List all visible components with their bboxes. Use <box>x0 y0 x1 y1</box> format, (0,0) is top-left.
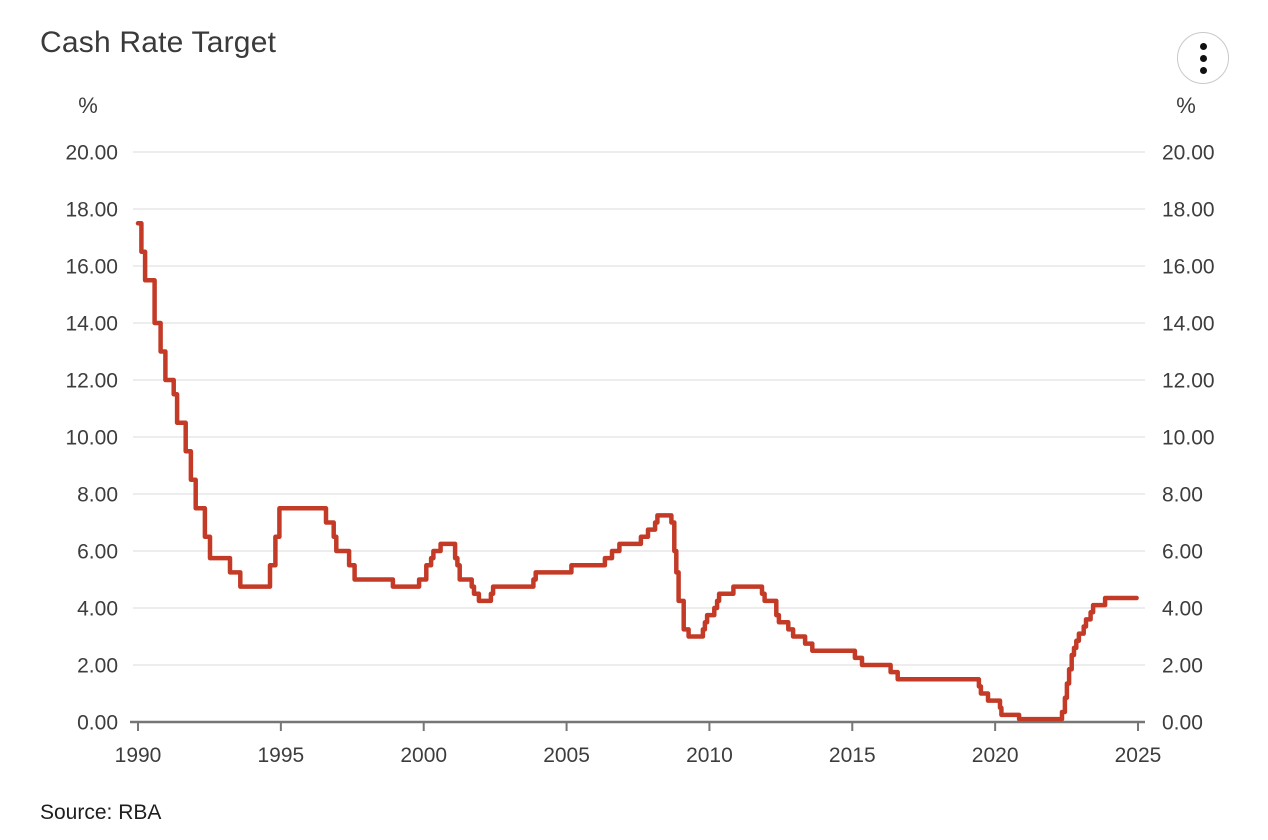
y-axis-unit-left: % <box>78 93 98 118</box>
y-tick-label-left: 8.00 <box>77 484 118 507</box>
y-tick-label-right: 0.00 <box>1162 712 1203 735</box>
y-tick-label-right: 16.00 <box>1162 256 1215 279</box>
y-tick-label-right: 8.00 <box>1162 484 1203 507</box>
y-tick-label-right: 12.00 <box>1162 370 1215 393</box>
y-tick-label-left: 4.00 <box>77 598 118 621</box>
y-tick-label-left: 0.00 <box>77 712 118 735</box>
y-tick-label-right: 18.00 <box>1162 199 1215 222</box>
x-tick-label: 2010 <box>686 744 733 767</box>
x-tick-label: 1990 <box>115 744 162 767</box>
y-tick-label-left: 20.00 <box>65 142 118 165</box>
source-note: Source: RBA <box>40 801 162 824</box>
chart-options-button[interactable] <box>1177 32 1229 84</box>
kebab-dot <box>1199 66 1207 74</box>
cash-rate-line <box>135 221 1139 722</box>
x-tick-label: 2005 <box>543 744 590 767</box>
y-tick-label-right: 10.00 <box>1162 427 1215 450</box>
y-tick-label-left: 18.00 <box>65 199 118 222</box>
x-tick-label: 2020 <box>972 744 1019 767</box>
y-tick-label-left: 2.00 <box>77 655 118 678</box>
x-tick-label: 1995 <box>257 744 304 767</box>
y-tick-label-right: 20.00 <box>1162 142 1215 165</box>
y-tick-label-right: 4.00 <box>1162 598 1203 621</box>
y-tick-label-right: 14.00 <box>1162 313 1215 336</box>
y-axis-unit-right: % <box>1176 93 1196 118</box>
y-tick-label-left: 12.00 <box>65 370 118 393</box>
kebab-menu-icon <box>1199 42 1207 74</box>
x-tick-label: 2025 <box>1115 744 1162 767</box>
x-tick-label: 2015 <box>829 744 876 767</box>
kebab-dot <box>1199 42 1207 50</box>
y-tick-label-left: 6.00 <box>77 541 118 564</box>
y-tick-label-right: 2.00 <box>1162 655 1203 678</box>
x-tick-label: 2000 <box>400 744 447 767</box>
y-tick-label-right: 6.00 <box>1162 541 1203 564</box>
kebab-dot <box>1199 54 1207 62</box>
y-tick-label-left: 14.00 <box>65 313 118 336</box>
y-tick-label-left: 16.00 <box>65 256 118 279</box>
y-tick-label-left: 10.00 <box>65 427 118 450</box>
page-title: Cash Rate Target <box>40 26 277 59</box>
